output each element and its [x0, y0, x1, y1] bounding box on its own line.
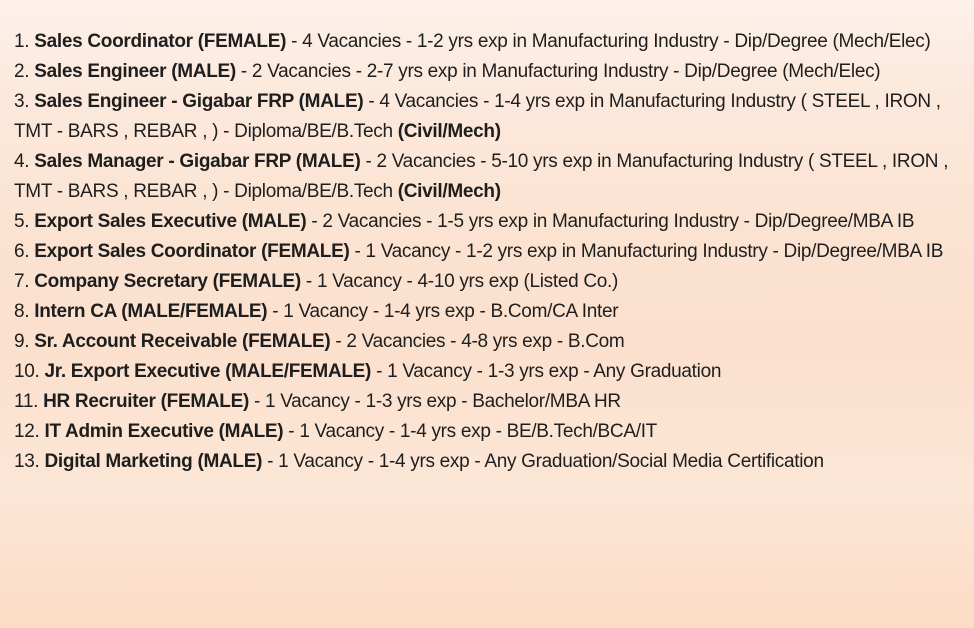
listing-number: 6.: [14, 241, 30, 262]
job-listing-item: 5. Export Sales Executive (MALE) - 2 Vac…: [14, 207, 950, 237]
listing-number: 12.: [14, 421, 40, 442]
listing-title: Export Sales Coordinator (FEMALE): [34, 241, 350, 262]
listing-details: - 4 Vacancies - 1-2 yrs exp in Manufactu…: [286, 31, 931, 52]
listing-title: HR Recruiter (FEMALE): [43, 391, 249, 412]
listing-details: - 1 Vacancy - 1-3 yrs exp - Any Graduati…: [371, 361, 722, 382]
listing-title: Sales Engineer - Gigabar FRP (MALE): [34, 91, 364, 112]
job-listing-item: 6. Export Sales Coordinator (FEMALE) - 1…: [14, 237, 950, 267]
listing-details: - 2 Vacancies - 1-5 yrs exp in Manufactu…: [306, 211, 915, 232]
job-listing-item: 3. Sales Engineer - Gigabar FRP (MALE) -…: [14, 87, 950, 147]
job-listing-item: 2. Sales Engineer (MALE) - 2 Vacancies -…: [14, 57, 950, 87]
listing-qualification-bold: (Civil/Mech): [397, 121, 501, 142]
job-listing-item: 9. Sr. Account Receivable (FEMALE) - 2 V…: [14, 327, 950, 357]
listing-number: 10.: [14, 361, 40, 382]
job-listing-item: 12. IT Admin Executive (MALE) - 1 Vacanc…: [14, 417, 950, 447]
listing-number: 5.: [14, 211, 30, 232]
listing-details: - 2 Vacancies - 4-8 yrs exp - B.Com: [330, 331, 625, 352]
job-listing-item: 1. Sales Coordinator (FEMALE) - 4 Vacanc…: [14, 27, 950, 57]
listing-qualification-bold: (Civil/Mech): [397, 181, 501, 202]
job-listing-item: 10. Jr. Export Executive (MALE/FEMALE) -…: [14, 357, 950, 387]
listing-number: 3.: [14, 91, 30, 112]
listing-details: - 4 Vacancies - 1-4 yrs exp in Manufactu…: [14, 91, 941, 142]
listing-number: 2.: [14, 61, 30, 82]
listing-details: - 1 Vacancy - 1-2 yrs exp in Manufacturi…: [349, 241, 944, 262]
listing-number: 11.: [14, 391, 39, 412]
listing-details: - 1 Vacancy - 1-4 yrs exp - BE/B.Tech/BC…: [283, 421, 657, 442]
job-listing-item: 13. Digital Marketing (MALE) - 1 Vacancy…: [14, 447, 950, 477]
listing-details: - 2 Vacancies - 2-7 yrs exp in Manufactu…: [235, 61, 881, 82]
job-listing-item: 4. Sales Manager - Gigabar FRP (MALE) - …: [14, 147, 950, 207]
job-listing-item: 7. Company Secretary (FEMALE) - 1 Vacanc…: [14, 267, 950, 297]
listing-number: 13.: [14, 451, 40, 472]
listing-details: - 1 Vacancy - 1-4 yrs exp - B.Com/CA Int…: [267, 301, 619, 322]
listing-number: 7.: [14, 271, 30, 292]
listing-title: Sales Engineer (MALE): [34, 61, 236, 82]
listing-number: 9.: [14, 331, 30, 352]
listing-title: Digital Marketing (MALE): [44, 451, 263, 472]
job-listing-item: 8. Intern CA (MALE/FEMALE) - 1 Vacancy -…: [14, 297, 950, 327]
listing-title: Intern CA (MALE/FEMALE): [34, 301, 268, 322]
listing-title: IT Admin Executive (MALE): [44, 421, 284, 442]
listing-title: Jr. Export Executive (MALE/FEMALE): [44, 361, 372, 382]
listing-details: - 2 Vacancies - 5-10 yrs exp in Manufact…: [14, 151, 949, 202]
listing-details: - 1 Vacancy - 1-4 yrs exp - Any Graduati…: [262, 451, 824, 472]
listing-title: Company Secretary (FEMALE): [34, 271, 301, 292]
listing-details: - 1 Vacancy - 1-3 yrs exp - Bachelor/MBA…: [248, 391, 621, 412]
listing-title: Export Sales Executive (MALE): [34, 211, 307, 232]
listing-title: Sr. Account Receivable (FEMALE): [34, 331, 331, 352]
listing-details: - 1 Vacancy - 4-10 yrs exp (Listed Co.): [300, 271, 619, 292]
listing-title: Sales Coordinator (FEMALE): [34, 31, 287, 52]
listing-number: 1.: [14, 31, 30, 52]
job-listing-item: 11. HR Recruiter (FEMALE) - 1 Vacancy - …: [14, 387, 950, 417]
listing-number: 8.: [14, 301, 30, 322]
listing-title: Sales Manager - Gigabar FRP (MALE): [34, 151, 361, 172]
listing-number: 4.: [14, 151, 30, 172]
